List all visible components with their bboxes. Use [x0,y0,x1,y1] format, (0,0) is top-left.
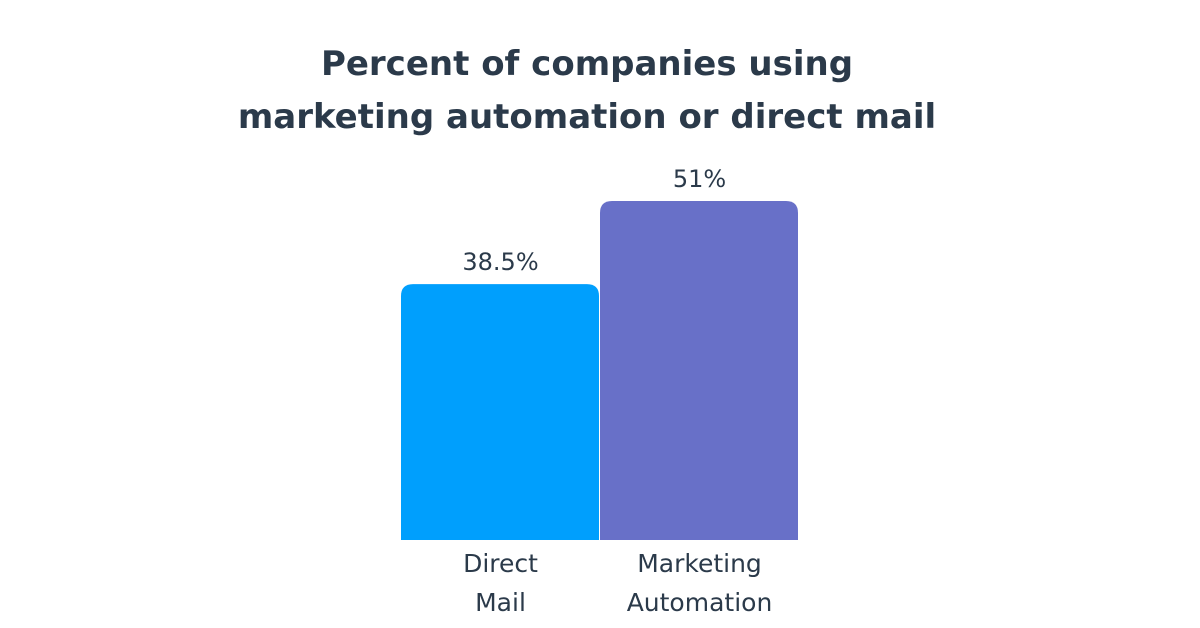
value-label: 51% [672,165,727,193]
bar [600,201,798,540]
x-tick-label: Marketing Automation [626,549,773,617]
bar [401,284,599,540]
x-tick-label: Direct Mail [463,549,538,617]
chart-title: Percent of companies using marketing aut… [237,44,937,137]
value-label: 38.5% [462,248,539,277]
